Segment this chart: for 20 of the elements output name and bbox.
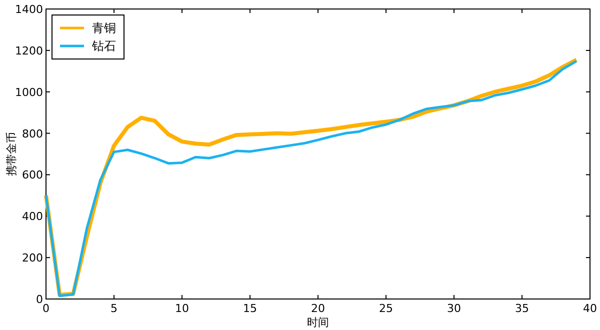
y-tick-label: 800: [22, 127, 43, 140]
y-tick-label: 1400: [15, 3, 43, 16]
y-tick-label: 200: [22, 252, 43, 265]
y-tick-label: 1000: [15, 86, 43, 99]
y-tick-label: 600: [22, 168, 43, 182]
x-tick-label: 15: [243, 302, 257, 315]
x-tick-label: 20: [311, 302, 325, 315]
x-tick-label: 5: [110, 302, 118, 315]
x-tick-label: 10: [175, 302, 189, 315]
x-tick-label: 40: [583, 302, 597, 315]
x-tick-label: 25: [379, 302, 393, 315]
legend-label: 青铜: [92, 21, 116, 35]
x-tick-label: 30: [447, 302, 461, 315]
y-tick-label: 400: [22, 210, 43, 224]
y-tick-label: 1200: [15, 44, 43, 58]
y-tick-label: 0: [36, 293, 43, 306]
x-axis-title: 时间: [307, 316, 329, 329]
legend-label: 钻石: [91, 39, 116, 53]
y-axis-title: 携带金币: [5, 132, 18, 176]
x-tick-label: 35: [515, 302, 529, 315]
